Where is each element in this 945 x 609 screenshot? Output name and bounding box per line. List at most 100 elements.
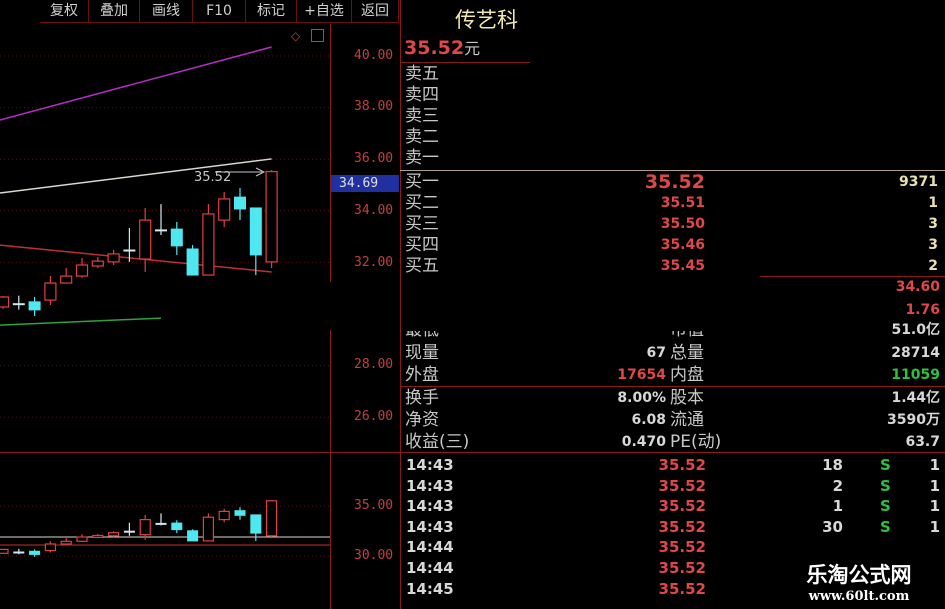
candle-body — [249, 207, 262, 256]
tick-count: 1 — [929, 476, 940, 495]
watermark-title: 乐淘公式网 — [806, 563, 912, 587]
tick-side: S — [880, 476, 891, 495]
restore-rights-button[interactable]: 复权 — [40, 0, 89, 23]
overlay-button[interactable]: 叠加 — [89, 0, 140, 23]
divider — [400, 452, 945, 453]
bid-volume: 3 — [928, 216, 938, 232]
tick-time: 14:43 — [406, 456, 454, 474]
crosshair-price-label: 34.69 — [331, 175, 399, 192]
tick-time: 14:43 — [406, 517, 454, 536]
tick-time: 14:43 — [406, 497, 454, 516]
stat-label: 换手 — [405, 388, 439, 408]
candle-body — [202, 213, 215, 276]
tick-price: 35.52 — [658, 517, 706, 536]
diamond-icon[interactable]: ◇ — [291, 29, 301, 43]
square-icon[interactable] — [311, 29, 324, 42]
price-arrow — [215, 167, 266, 177]
tick-volume: 1 — [832, 497, 843, 516]
divider — [400, 386, 945, 387]
tick-side: S — [880, 517, 891, 536]
stat-label: 外盘 — [405, 365, 439, 385]
candle-body — [107, 532, 120, 537]
candle-body — [76, 536, 88, 542]
candle-body — [234, 196, 246, 210]
ask-level-label: 卖三 — [405, 106, 439, 126]
candle-body — [266, 500, 278, 537]
stat-label: 最低 — [405, 320, 439, 340]
bid-price: 35.51 — [660, 195, 705, 211]
tick-count: 1 — [929, 497, 940, 516]
bid-price: 35.52 — [644, 171, 705, 193]
axis-label: 32.00 — [354, 255, 394, 270]
candle-body — [155, 229, 167, 232]
add-watchlist-button[interactable]: +自选 — [297, 0, 352, 23]
bid-price: 35.45 — [660, 258, 705, 274]
ask-level-label: 卖五 — [405, 64, 439, 84]
moving-average-line — [0, 317, 162, 326]
stat-value: 11059 — [891, 367, 940, 383]
volume-panel-divider — [0, 452, 400, 453]
candle-body — [250, 514, 262, 534]
stat-value: 34.60 — [895, 279, 940, 295]
current-price: 35.52元 — [404, 35, 480, 59]
tick-count: 1 — [929, 456, 940, 474]
kline-chart[interactable] — [0, 0, 400, 609]
bid-volume: 1 — [928, 195, 938, 211]
stat-value: 0.470 — [621, 434, 666, 450]
stat-value: 51.0亿 — [891, 322, 940, 338]
ask-level-label: 卖四 — [405, 85, 439, 105]
bid-level-label: 买三 — [405, 214, 439, 234]
ask-bid-divider — [400, 170, 945, 171]
candle-body — [44, 543, 57, 552]
tick-price: 35.52 — [658, 497, 706, 516]
panel-divider — [400, 0, 401, 609]
divider — [400, 62, 530, 63]
volume-axis-label: 35.00 — [354, 498, 394, 513]
stat-value: 28714 — [891, 345, 940, 361]
axis-label: 36.00 — [354, 151, 394, 166]
stat-label: 内盘 — [670, 365, 704, 385]
back-button[interactable]: 返回 — [352, 0, 399, 23]
candle-body — [139, 518, 151, 536]
stat-value: 67 — [646, 345, 666, 361]
stat-label: 净资 — [405, 410, 439, 430]
bid-level-label: 买二 — [405, 193, 439, 213]
f10-button[interactable]: F10 — [193, 0, 246, 23]
moving-average-line — [0, 158, 272, 194]
watermark-url: www.60lt.com — [808, 589, 910, 604]
stat-label: 股本 — [670, 388, 704, 408]
ask-level-label: 卖二 — [405, 127, 439, 147]
stat-value: 8.00% — [617, 390, 666, 406]
overlay — [330, 282, 400, 330]
stat-value: 1.76 — [905, 302, 940, 318]
bid-price: 35.50 — [660, 216, 705, 232]
candle-body — [91, 260, 104, 267]
candle-body — [60, 275, 73, 284]
tick-time: 14:44 — [406, 538, 454, 557]
tick-time: 14:44 — [406, 559, 454, 577]
tick-volume: 30 — [822, 517, 843, 536]
candle-body — [13, 551, 25, 554]
candle-body — [234, 510, 246, 516]
stat-label: 现量 — [405, 343, 439, 363]
tick-price: 35.52 — [658, 559, 706, 577]
axis-label: 28.00 — [354, 357, 394, 372]
tick-time: 14:45 — [406, 579, 454, 598]
watermark: 乐淘公式网 www.60lt.com — [773, 556, 945, 609]
candle-body — [218, 198, 231, 221]
mark-button[interactable]: 标记 — [246, 0, 297, 23]
draw-line-button[interactable]: 画线 — [140, 0, 193, 23]
stat-label: 总量 — [670, 343, 704, 363]
candle-body — [265, 170, 278, 263]
candle-body — [186, 248, 199, 276]
candle-body — [44, 282, 57, 301]
candle-body — [92, 534, 104, 538]
axis-label: 34.00 — [354, 203, 394, 218]
candle-body — [60, 540, 72, 545]
candle-body — [123, 530, 135, 533]
last-price-annotation: 35.52 — [194, 170, 232, 185]
tick-count: 1 — [929, 517, 940, 536]
bid-level-label: 买五 — [405, 256, 439, 276]
tick-price: 35.52 — [658, 476, 706, 495]
current-price-value: 35.52 — [404, 37, 465, 59]
